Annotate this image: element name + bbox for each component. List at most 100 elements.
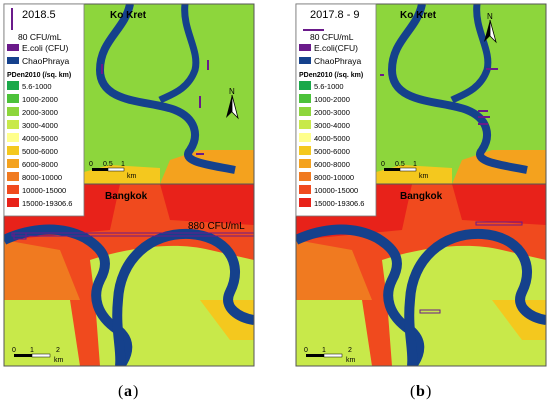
svg-text:0: 0: [89, 161, 93, 168]
density-class-label: 4000-5000: [22, 134, 58, 143]
svg-text:2: 2: [56, 347, 60, 354]
density-swatch: [299, 146, 311, 155]
district-south: [90, 245, 254, 366]
density-class-label: 2000-3000: [314, 108, 350, 117]
density-swatch: [7, 94, 19, 103]
density-swatch: [7, 107, 19, 116]
density-class-label: 5.6-1000: [22, 82, 52, 91]
svg-text:b: b: [416, 383, 425, 400]
density-swatch: [299, 81, 311, 90]
legend-river: ChaoPhraya: [22, 56, 70, 66]
density-class-label: 2000-3000: [22, 108, 58, 117]
density-class-label: 1000-2000: [22, 95, 58, 104]
legend-b: 2017.8 - 9 80 CFU/mL E.coli(CFU) ChaoPhr…: [295, 3, 377, 217]
ecoli-bar: [380, 74, 384, 76]
legend-density-title: PDen2010 (/sq. km): [299, 72, 363, 79]
river-bottom-west: [296, 224, 425, 366]
svg-text:km: km: [127, 173, 137, 180]
legend-a: 2018.5 80 CFU/mL E.coli (CFU) ChaoPhraya…: [3, 3, 85, 217]
svg-text:km: km: [54, 357, 64, 364]
period-label: 2017.8 - 9: [310, 9, 360, 21]
caption-a: ( a ): [118, 383, 138, 400]
river-swatch: [299, 57, 311, 64]
svg-text:2: 2: [348, 347, 352, 354]
scale-bar-bottom: 0 1 2 km: [12, 347, 64, 364]
svg-text:1: 1: [121, 161, 125, 168]
svg-text:0: 0: [304, 347, 308, 354]
density-swatch: [7, 120, 19, 129]
svg-text:1: 1: [413, 161, 417, 168]
scale-bar-top: 0 0.5 1 km: [89, 161, 137, 180]
svg-text:1: 1: [30, 347, 34, 354]
density-swatch: [7, 172, 19, 181]
ecoli-bar: [478, 116, 490, 118]
ecoli-bar: [478, 123, 488, 125]
district-southwest: [296, 300, 372, 366]
legend-ecoli: E.coli(CFU): [314, 43, 358, 53]
density-swatch: [299, 120, 311, 129]
ecoli-bar: [486, 68, 498, 70]
river-top: [95, 4, 236, 174]
legend-density-title: PDen2010 (/sq. km): [7, 72, 71, 79]
region-label-top: Ko Kret: [400, 10, 437, 21]
density-swatch: [7, 198, 19, 207]
density-swatch: [299, 159, 311, 168]
svg-text:(: (: [410, 383, 415, 400]
map-panel-b: Ko Kret Bangkok N 2017.8 - 9 80 CFU/mL E…: [295, 3, 547, 367]
svg-text:a: a: [124, 383, 132, 400]
density-class-label: 6000-8000: [22, 160, 58, 169]
ecoli-bar: [196, 153, 204, 155]
svg-text:): ): [426, 383, 431, 400]
annotation-880: 880 CFU/mL: [188, 221, 245, 232]
period-label: 2018.5: [22, 9, 56, 21]
density-swatch: [7, 133, 19, 142]
ecoli-marker: [13, 232, 27, 240]
svg-text:0.5: 0.5: [103, 161, 113, 168]
district-southwest: [4, 300, 80, 366]
district-southeast: [492, 300, 546, 340]
svg-text:0: 0: [12, 347, 16, 354]
ecoli-swatch: [299, 44, 311, 51]
density-swatch: [299, 185, 311, 194]
density-class-label: 8000-10000: [314, 173, 354, 182]
density-class-label: 15000-19306.6: [314, 199, 364, 208]
ecoli-swatch: [7, 44, 19, 51]
district-west: [4, 240, 80, 300]
density-classes: 5.6-1000 1000-2000 2000-3000 3000-4000 4000-…: [299, 81, 364, 208]
caption-b: ( b ): [410, 383, 431, 400]
density-swatch: [7, 81, 19, 90]
density-class-label: 5.6-1000: [314, 82, 344, 91]
river-bottom-west: [4, 224, 133, 366]
density-class-label: 10000-15000: [314, 186, 358, 195]
river-top: [387, 4, 528, 174]
density-swatch: [299, 133, 311, 142]
river-bottom-east: [112, 228, 254, 366]
ecoli-bar: [199, 96, 201, 108]
ecoli-bar: [101, 64, 103, 74]
ecoli-bar: [207, 60, 209, 70]
density-class-label: 6000-8000: [314, 160, 350, 169]
svg-text:): ): [133, 383, 138, 400]
ecoli-bar: [475, 221, 523, 226]
svg-text:km: km: [346, 357, 356, 364]
ecoli-bar: [419, 309, 441, 314]
svg-text:N: N: [487, 12, 493, 21]
district-south: [382, 245, 546, 366]
density-class-label: 5000-6000: [22, 147, 58, 156]
scale-bar-top: 0 0.5 1 km: [381, 161, 429, 180]
scale-label: 80 CFU/mL: [310, 32, 354, 42]
density-swatch: [7, 146, 19, 155]
svg-text:0.5: 0.5: [395, 161, 405, 168]
north-arrow-icon: N: [484, 12, 497, 44]
river-swatch: [7, 57, 19, 64]
density-class-label: 15000-19306.6: [22, 199, 72, 208]
region-label-top: Ko Kret: [110, 10, 147, 21]
map-panel-a: Ko Kret Bangkok 880 CFU/mL N 2018.5 80 C…: [3, 3, 255, 367]
scale-label: 80 CFU/mL: [18, 32, 62, 42]
district-west: [296, 240, 372, 300]
ecoli-bar: [478, 110, 488, 112]
north-arrow-icon: N: [226, 87, 239, 120]
svg-text:km: km: [419, 173, 429, 180]
density-swatch: [299, 198, 311, 207]
region-label-bottom: Bangkok: [400, 191, 443, 202]
